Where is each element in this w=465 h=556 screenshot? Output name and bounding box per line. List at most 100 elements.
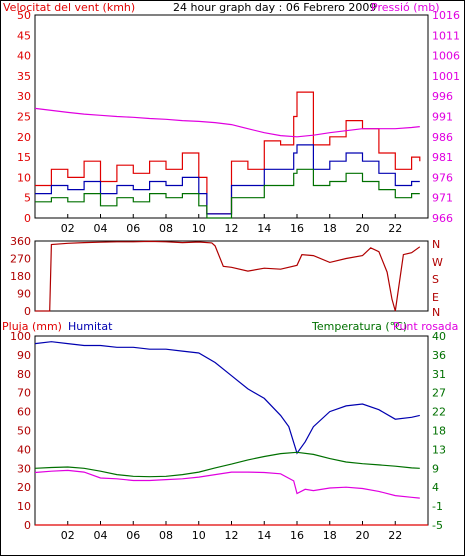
bottom-x-ticks: 02 04 06 08 10 12 14 16 18 20 22 [61, 521, 402, 542]
wind-speed-label: Velocitat del vent (kmh) [3, 1, 135, 14]
wind-direction-series [35, 240, 421, 312]
top-x-label-8: 18 [323, 222, 337, 235]
humidity-tick-10: 100 [10, 330, 31, 343]
direction-compass-labels: N W S E N [432, 238, 443, 319]
compass-label-w: W [432, 256, 443, 269]
pressure-tick-8: 1006 [432, 50, 460, 63]
top-x-label-0: 02 [61, 222, 75, 235]
temperature-tick-8: 31 [432, 368, 446, 381]
top-x-label-5: 12 [225, 222, 239, 235]
top-x-label-6: 14 [257, 222, 271, 235]
bottom-x-label-10: 22 [388, 529, 402, 542]
pressure-label: Pressió (mb) [371, 1, 440, 14]
temperature-label: Temperatura (°C) [311, 320, 407, 333]
temperature-tick-6: 22 [432, 406, 446, 419]
wind-pressure-series [34, 91, 421, 219]
pressure-axis-ticks: 966 971 976 981 986 991 996 1001 1006 1011 1016 [432, 9, 460, 225]
humidity-tick-2: 20 [17, 481, 31, 494]
top-x-label-1: 04 [94, 222, 108, 235]
wind-tick-2: 10 [17, 171, 31, 184]
wind-tick-6: 30 [17, 90, 31, 103]
bottom-x-label-3: 08 [159, 529, 173, 542]
wind-tick-8: 40 [17, 50, 31, 63]
top-series-line-3 [34, 107, 420, 138]
graph-title: 24 hour graph day : 06 Febrero 2009 [173, 1, 376, 14]
bottom-series-line-2 [34, 451, 420, 478]
temperature-axis-ticks: -5 -1 4 9 13 18 22 27 31 36 40 [432, 330, 446, 532]
wind-axis-ticks: 0 5 10 15 20 25 30 35 40 45 50 [17, 9, 31, 225]
humidity-tick-7: 70 [17, 387, 31, 400]
direction-tick-1: 90 [17, 288, 31, 301]
top-x-label-9: 20 [356, 222, 370, 235]
temperature-tick-10: 40 [432, 330, 446, 343]
rain-label: Pluja (mm) [2, 320, 62, 333]
compass-label-e: E [432, 291, 439, 304]
bottom-x-label-1: 04 [94, 529, 108, 542]
bottom-x-label-8: 18 [323, 529, 337, 542]
top-x-label-4: 10 [192, 222, 206, 235]
direction-tick-3: 270 [10, 253, 31, 266]
humidity-tick-0: 0 [24, 519, 31, 532]
humidity-tick-8: 80 [17, 368, 31, 381]
top-series-line-2 [35, 168, 420, 219]
top-x-label-10: 22 [388, 222, 402, 235]
top-series-line-0 [35, 91, 421, 215]
humidity-tick-3: 30 [17, 462, 31, 475]
direction-plot-area [34, 240, 429, 312]
bottom-x-label-2: 06 [126, 529, 140, 542]
compass-label-n-top: N [432, 238, 440, 251]
wind-tick-5: 25 [17, 111, 31, 124]
wind-tick-10: 50 [17, 9, 31, 22]
wind-tick-4: 20 [17, 131, 31, 144]
pressure-tick-6: 996 [432, 90, 453, 103]
direction-degree-ticks: 0 90 180 270 360 [10, 235, 31, 318]
bottom-x-label-5: 12 [225, 529, 239, 542]
pressure-tick-3: 981 [432, 151, 453, 164]
humidity-temperature-series [34, 341, 428, 526]
wind-tick-9: 45 [17, 29, 31, 42]
humidity-tick-5: 50 [17, 425, 31, 438]
top-x-label-7: 16 [290, 222, 304, 235]
pressure-tick-2: 976 [432, 171, 453, 184]
bottom-series-line-0 [34, 341, 420, 455]
temperature-tick-0: -5 [432, 519, 443, 532]
pressure-tick-1: 971 [432, 192, 453, 205]
bottom-x-label-0: 02 [61, 529, 75, 542]
wind-pressure-panel: Velocitat del vent (kmh) 24 hour graph d… [3, 1, 460, 235]
direction-series-line-0 [35, 240, 421, 312]
bottom-x-label-6: 14 [257, 529, 271, 542]
humidity-plot-area [34, 335, 429, 526]
temperature-tick-2: 4 [432, 481, 439, 494]
temperature-tick-1: -1 [432, 500, 443, 513]
bottom-series-line-3 [34, 469, 420, 499]
top-x-label-2: 06 [126, 222, 140, 235]
compass-label-n-bottom: N [432, 306, 440, 319]
compass-label-s: S [432, 273, 439, 286]
wind-tick-7: 35 [17, 70, 31, 83]
humidity-axis-ticks: 0 10 20 30 40 50 60 70 80 90 100 [10, 330, 31, 532]
temperature-tick-3: 9 [432, 462, 439, 475]
top-x-ticks: 02 04 06 08 10 12 14 16 18 20 22 [61, 214, 402, 235]
wind-tick-0: 0 [24, 212, 31, 225]
pressure-tick-10: 1016 [432, 9, 460, 22]
wind-tick-1: 5 [24, 192, 31, 205]
humidity-tick-9: 90 [17, 349, 31, 362]
top-x-label-3: 08 [159, 222, 173, 235]
humidity-temperature-panel: Pluja (mm) Humitat Temperatura (°C) Punt… [2, 320, 458, 542]
temperature-tick-4: 13 [432, 443, 446, 456]
bottom-x-label-7: 16 [290, 529, 304, 542]
pressure-tick-9: 1011 [432, 29, 460, 42]
dew-point-label: Punt rosada [393, 320, 458, 333]
temperature-tick-9: 36 [432, 349, 446, 362]
humidity-tick-6: 60 [17, 406, 31, 419]
bottom-x-label-9: 20 [356, 529, 370, 542]
pressure-tick-5: 991 [432, 111, 453, 124]
pressure-tick-0: 966 [432, 212, 453, 225]
temperature-tick-5: 18 [432, 425, 446, 438]
humidity-tick-4: 40 [17, 443, 31, 456]
pressure-tick-4: 986 [432, 131, 453, 144]
temperature-tick-7: 27 [432, 387, 446, 400]
bottom-x-label-4: 10 [192, 529, 206, 542]
wind-direction-panel: 0 90 180 270 360 N W S E N [10, 235, 443, 319]
